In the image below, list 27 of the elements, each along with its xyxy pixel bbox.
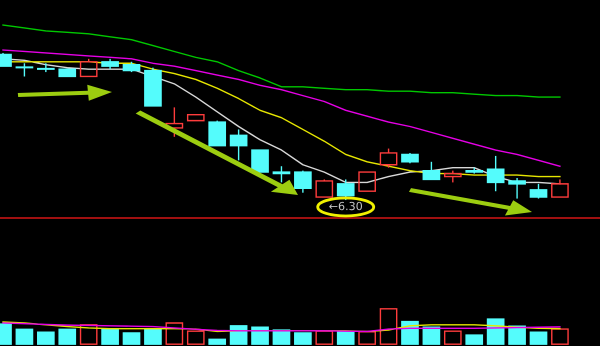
bar <box>166 322 184 345</box>
bar <box>144 328 162 345</box>
candlestick <box>486 155 504 192</box>
bar <box>508 325 526 345</box>
bar <box>58 328 76 345</box>
bar <box>208 338 226 345</box>
bar <box>16 328 34 345</box>
candlestick <box>230 128 248 162</box>
bar <box>37 332 55 345</box>
bar <box>230 325 248 345</box>
bar <box>422 326 440 345</box>
bar <box>315 330 334 345</box>
bar <box>380 308 398 345</box>
bar <box>530 332 548 345</box>
bar <box>101 328 119 345</box>
bar <box>294 332 312 345</box>
bar <box>551 328 569 345</box>
bar <box>336 330 355 345</box>
bar <box>465 334 484 345</box>
bar <box>251 326 269 345</box>
bar <box>444 330 462 345</box>
bar <box>80 324 98 345</box>
bar <box>122 332 140 345</box>
candlestick <box>444 170 462 184</box>
bar <box>186 330 205 345</box>
text: ←6.30 <box>329 202 362 210</box>
bar <box>358 331 376 345</box>
